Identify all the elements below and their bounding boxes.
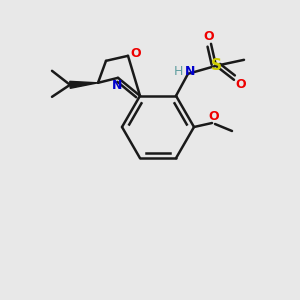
Text: O: O <box>236 78 246 91</box>
Text: S: S <box>211 58 221 73</box>
Polygon shape <box>70 81 98 88</box>
Text: O: O <box>209 110 219 122</box>
Text: N: N <box>112 79 122 92</box>
Text: O: O <box>204 30 214 43</box>
Text: N: N <box>185 65 195 78</box>
Text: O: O <box>131 47 141 60</box>
Text: H: H <box>173 65 183 78</box>
